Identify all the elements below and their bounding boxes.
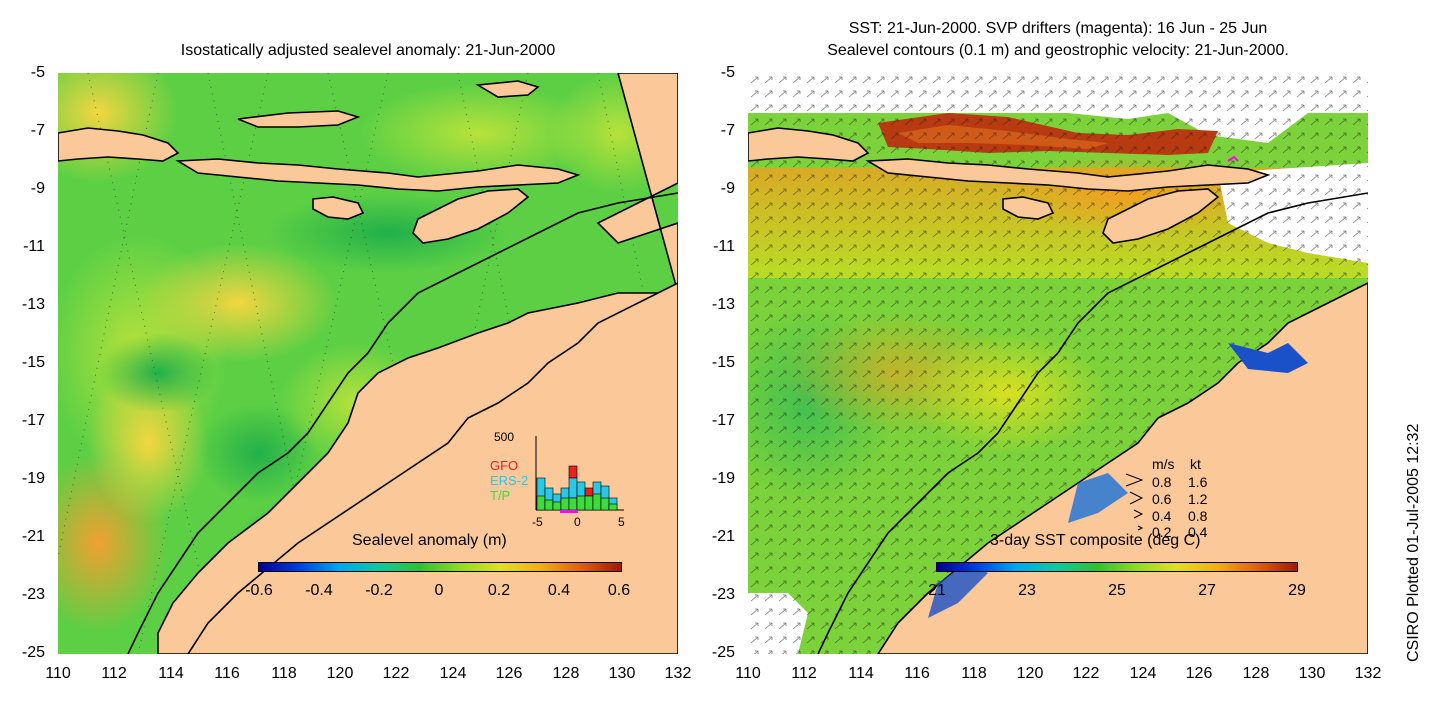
right-colorbar — [936, 562, 1298, 572]
y-tick-label: -23 — [21, 586, 45, 603]
left-colorbar-title: Sealevel anomaly (m) — [352, 532, 507, 549]
colorbar-tick-label: 23 — [1018, 582, 1036, 599]
x-tick-label: 122 — [382, 665, 410, 682]
histogram-legend-gfo: GFO — [490, 458, 519, 473]
y-tick-label: -17 — [711, 412, 735, 429]
y-tick-label: -13 — [711, 296, 735, 313]
y-tick-label: -7 — [30, 122, 45, 139]
colorbar-tick-label: 0.4 — [547, 582, 571, 599]
velocity-arrow-icons — [1125, 473, 1144, 531]
y-tick-label: -17 — [21, 412, 45, 429]
histogram-ymax-label: 500 — [494, 430, 515, 444]
x-tick-label: 126 — [1185, 665, 1213, 682]
x-tick-label: 114 — [158, 665, 184, 682]
velocity-legend-ms: 0.2 — [1152, 524, 1172, 540]
x-tick-label: 120 — [1016, 665, 1044, 682]
y-tick-label: -9 — [30, 180, 45, 197]
x-tick-label: 124 — [1129, 665, 1157, 682]
left-panel-title: Isostatically adjusted sealevel anomaly:… — [180, 42, 556, 59]
colorbar-tick-label: -0.2 — [365, 582, 393, 599]
x-tick-label: 118 — [961, 665, 987, 682]
colorbar-tick-label: -0.4 — [305, 582, 333, 599]
x-tick-label: 122 — [1072, 665, 1100, 682]
y-tick-label: -7 — [720, 122, 735, 139]
colorbar-tick-label: 29 — [1288, 582, 1306, 599]
velocity-legend-ms: 0.8 — [1152, 474, 1172, 490]
histogram-legend-tp: T/P — [490, 488, 511, 503]
land-masses — [748, 127, 1368, 654]
x-tick-label: 124 — [439, 665, 467, 682]
velocity-legend-header-kt: kt — [1190, 456, 1201, 472]
plot-credit: CSIRO Plotted 01-Jul-2005 12:32 — [1405, 423, 1422, 662]
x-tick-label: 132 — [664, 665, 692, 682]
y-tick-label: -15 — [711, 354, 735, 371]
y-tick-label: -11 — [23, 238, 45, 255]
x-tick-label: 112 — [101, 665, 127, 682]
histogram-bars — [535, 436, 624, 513]
x-tick-label: 114 — [848, 665, 874, 682]
x-tick-label: 110 — [45, 665, 71, 682]
right-colorbar-title: 3-day SST composite (deg C) — [990, 532, 1201, 549]
x-tick-label: 112 — [791, 665, 817, 682]
velocity-legend-kt: 1.2 — [1188, 491, 1208, 507]
x-tick-label: 132 — [1354, 665, 1382, 682]
y-tick-label: -5 — [30, 64, 45, 81]
right-panel-title-line1: SST: 21-Jun-2000. SVP drifters (magenta)… — [848, 20, 1268, 37]
y-tick-label: -21 — [21, 528, 45, 545]
x-tick-label: 118 — [271, 665, 297, 682]
sst-velocity-map — [748, 73, 1368, 654]
velocity-legend-ms: 0.6 — [1152, 491, 1172, 507]
y-tick-label: -19 — [711, 470, 735, 487]
y-tick-label: -25 — [711, 644, 735, 661]
x-tick-label: 130 — [1298, 665, 1326, 682]
colorbar-tick-label: 25 — [1108, 582, 1126, 599]
y-tick-label: -11 — [713, 238, 735, 255]
velocity-legend-ms: 0.4 — [1152, 508, 1172, 524]
colorbar-tick-label: 27 — [1198, 582, 1216, 599]
colorbar-tick-label: -0.6 — [245, 582, 273, 599]
histogram-legend-ers2: ERS-2 — [490, 473, 529, 488]
y-tick-label: -21 — [711, 528, 735, 545]
y-tick-label: -25 — [21, 644, 45, 661]
left-colorbar — [258, 562, 622, 572]
colorbar-tick-label: 0 — [434, 582, 444, 599]
y-tick-label: -9 — [720, 180, 735, 197]
x-tick-label: 128 — [1242, 665, 1270, 682]
x-tick-label: 116 — [904, 665, 930, 682]
x-tick-label: 120 — [326, 665, 354, 682]
colorbar-tick-label: 21 — [928, 582, 946, 599]
histogram-x-tick: -5 — [532, 515, 543, 529]
x-tick-label: 126 — [495, 665, 523, 682]
y-tick-label: -19 — [21, 470, 45, 487]
x-tick-label: 110 — [735, 665, 761, 682]
histogram-x-tick: 0 — [574, 515, 581, 529]
right-panel-title-line2: Sealevel contours (0.1 m) and geostrophi… — [827, 42, 1289, 59]
histogram-x-tick: 5 — [618, 515, 625, 529]
x-tick-label: 116 — [214, 665, 240, 682]
colorbar-tick-label: 0.6 — [607, 582, 631, 599]
colorbar-tick-label: 0.2 — [487, 582, 511, 599]
sealevel-anomaly-map — [58, 73, 678, 654]
y-tick-label: -13 — [21, 296, 45, 313]
velocity-legend-kt: 0.4 — [1188, 524, 1208, 540]
y-tick-label: -23 — [711, 586, 735, 603]
x-tick-label: 130 — [608, 665, 636, 682]
velocity-legend-kt: 0.8 — [1188, 508, 1208, 524]
y-tick-label: -15 — [21, 354, 45, 371]
velocity-legend-header-ms: m/s — [1152, 456, 1175, 472]
velocity-legend-kt: 1.6 — [1188, 474, 1208, 490]
x-tick-label: 128 — [552, 665, 580, 682]
y-tick-label: -5 — [720, 64, 735, 81]
